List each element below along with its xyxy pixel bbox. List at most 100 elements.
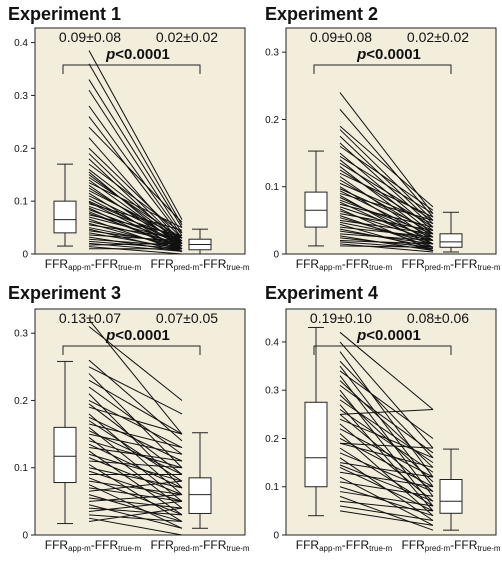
paired-line: [339, 464, 434, 502]
paired-line: [339, 375, 434, 497]
paired-line: [339, 195, 434, 248]
chart-plot: 0 0.1 0.2 0.3 0.4 0.19±0.10 0.08±0.06p<0.0001 F…: [265, 308, 501, 553]
paired-line: [339, 409, 434, 473]
p-value-label: p<0.0001: [105, 46, 170, 63]
paired-line: [339, 500, 434, 512]
paired-line: [339, 129, 434, 221]
paired-line: [339, 331, 434, 410]
p-value-label: p<0.0001: [356, 327, 421, 344]
significance-bracket: [313, 345, 452, 355]
paired-line: [339, 409, 434, 415]
paired-line: [339, 486, 434, 517]
panel-title: Experiment 1: [8, 4, 122, 24]
paired-line: [88, 447, 183, 462]
box-right-box: [439, 479, 463, 514]
y-tick-label: 0.3: [265, 386, 279, 397]
chart-plot: 0 0.1 0.2 0.3 0.4 0.09±0.08 0.02±0.02p<0.0001 F…: [14, 27, 250, 272]
paired-line: [88, 63, 183, 226]
paired-line: [339, 240, 434, 245]
category-label-right: FFRpred-m-FFRtrue-m: [401, 257, 500, 272]
paired-line: [88, 477, 183, 516]
paired-line: [339, 192, 434, 221]
paired-line: [88, 240, 183, 250]
paired-line: [88, 214, 183, 236]
y-tick-label: 0.3: [265, 48, 279, 59]
paired-line: [88, 230, 183, 244]
paired-line: [88, 463, 183, 522]
y-tick-label: 0.2: [14, 396, 28, 407]
box-left-box: [53, 426, 77, 484]
y-tick-label: 0.4: [14, 38, 28, 49]
paired-line: [339, 221, 434, 242]
stat-label-right: 0.02±0.02: [156, 29, 218, 45]
paired-line: [339, 245, 434, 248]
paired-line: [88, 453, 183, 482]
paired-line: [339, 243, 434, 253]
stat-label-right: 0.02±0.02: [407, 29, 469, 45]
paired-line: [339, 145, 434, 211]
significance-bracket: [62, 64, 201, 74]
paired-line: [88, 507, 183, 523]
paired-line: [88, 79, 183, 228]
paired-line: [339, 447, 434, 507]
p-value-label: p<0.0001: [356, 46, 421, 63]
panel-title: Experiment 2: [265, 4, 379, 24]
paired-line: [339, 219, 434, 235]
paired-line: [88, 216, 183, 242]
paired-line: [88, 163, 183, 234]
stat-label-left: 0.13±0.07: [59, 310, 121, 326]
paired-line: [88, 400, 183, 448]
paired-line: [339, 125, 434, 208]
paired-line: [339, 228, 434, 248]
paired-line: [88, 326, 183, 401]
paired-line: [339, 399, 434, 464]
paired-line: [339, 135, 434, 225]
paired-line: [339, 384, 434, 454]
paired-line: [339, 365, 434, 488]
paired-line: [339, 226, 434, 238]
paired-line: [88, 467, 183, 489]
panel-experiment-4: Experiment 4 0 0.1 0.2 0.3 0.4 0.19±0.10 0.08±…: [251, 281, 502, 562]
paired-line: [88, 507, 183, 516]
panel-experiment-2: Experiment 2 0 0.1 0.2 0.3 0.09±0.08 0.02±0.0…: [251, 0, 502, 281]
stat-label-left: 0.09±0.08: [310, 29, 372, 45]
paired-line: [88, 480, 183, 496]
paired-line: [339, 197, 434, 241]
paired-line: [88, 494, 183, 502]
panel-experiment-1: Experiment 1 0 0.1 0.2 0.3 0.4 0.09±0.08 0.02±…: [0, 0, 251, 281]
y-tick-label: 0.2: [265, 434, 279, 445]
paired-line: [88, 416, 183, 462]
paired-line: [339, 491, 434, 507]
paired-line: [339, 380, 434, 468]
paired-line: [339, 351, 434, 478]
paired-line: [88, 450, 183, 516]
significance-bracket: [62, 345, 201, 355]
panel-title: Experiment 4: [265, 283, 379, 303]
paired-line: [339, 233, 434, 242]
p-value-label: p<0.0001: [105, 327, 170, 344]
paired-line: [339, 370, 434, 439]
paired-line: [88, 494, 183, 523]
paired-line: [88, 457, 183, 496]
paired-line: [339, 199, 434, 235]
paired-line: [88, 433, 183, 455]
paired-line: [88, 176, 183, 239]
paired-line: [339, 438, 434, 488]
y-tick-label: 0.2: [14, 144, 28, 155]
paired-line: [339, 182, 434, 225]
paired-line: [339, 442, 434, 468]
paired-line: [88, 423, 183, 449]
paired-line: [88, 420, 183, 482]
paired-line: [339, 213, 434, 231]
y-tick-label: 0.1: [265, 182, 279, 193]
paired-line: [88, 366, 183, 415]
category-label-left: FFRapp-m-FFRtrue-m: [45, 538, 142, 553]
paired-line: [339, 452, 434, 493]
y-tick-label: 0.3: [14, 329, 28, 340]
paired-line: [88, 504, 183, 529]
paired-line: [339, 162, 434, 221]
paired-line: [88, 487, 183, 502]
y-tick-label: 0: [273, 250, 279, 261]
stat-label-left: 0.09±0.08: [59, 29, 121, 45]
paired-line: [339, 510, 434, 526]
